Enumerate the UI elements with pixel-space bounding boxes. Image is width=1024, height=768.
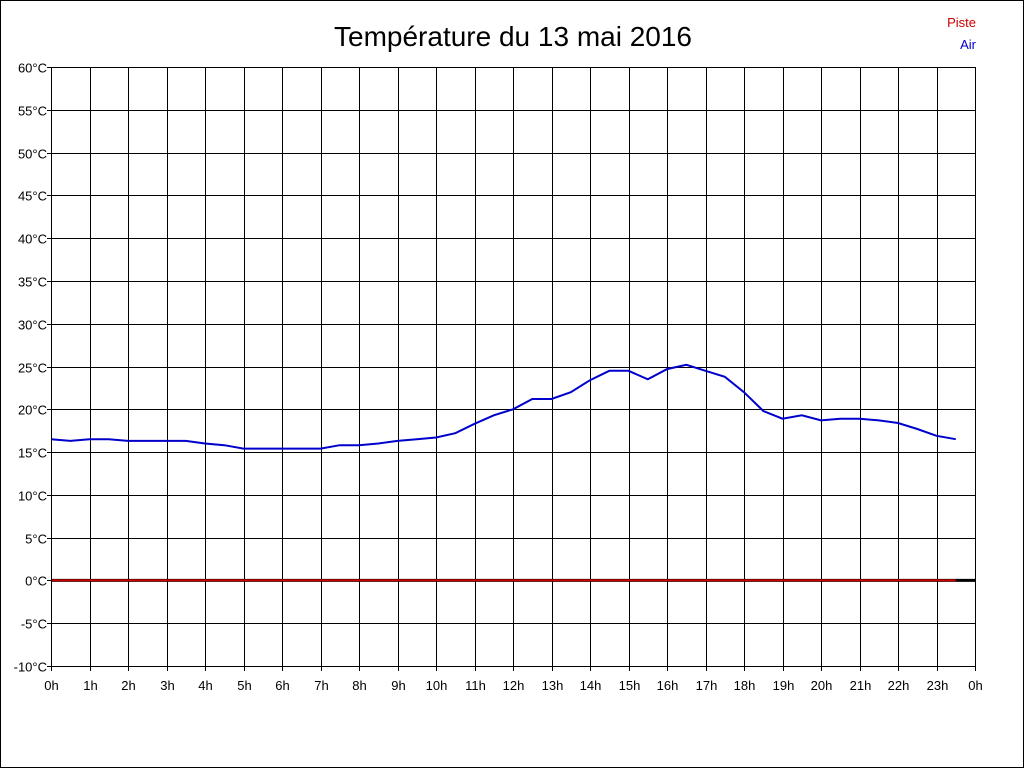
x-tick-label: 5h — [237, 678, 251, 693]
y-tick-label: 10°C — [18, 489, 47, 504]
x-tick-label: 18h — [734, 678, 756, 693]
x-tick-label: 21h — [850, 678, 872, 693]
y-tick-label: 15°C — [18, 446, 47, 461]
x-tick-label: 4h — [198, 678, 212, 693]
x-tick-label: 1h — [83, 678, 97, 693]
grid — [51, 67, 976, 667]
x-tick-label: 19h — [773, 678, 795, 693]
x-tick-label: 6h — [275, 678, 289, 693]
legend-item-piste: Piste — [947, 15, 976, 30]
series-line-air — [50, 363, 956, 450]
x-tick-label: 10h — [426, 678, 448, 693]
x-tick-label: 9h — [391, 678, 405, 693]
y-tick-label: 55°C — [18, 104, 47, 119]
legend: Piste Air — [947, 15, 977, 52]
x-tick-label: 17h — [696, 678, 718, 693]
series-lines — [50, 363, 956, 582]
x-tick-label: 22h — [888, 678, 910, 693]
x-tick-label: 7h — [314, 678, 328, 693]
chart-title: Température du 13 mai 2016 — [334, 21, 692, 52]
x-tick-label: 13h — [542, 678, 564, 693]
y-axis-ticks: 60°C 55°C 50°C 45°C 40°C 35°C 30°C 25°C 20°C 15°C… — [14, 61, 51, 675]
legend-item-air: Air — [960, 37, 977, 52]
y-tick-label: -5°C — [21, 617, 47, 632]
y-tick-label: 5°C — [25, 532, 47, 547]
y-tick-label: 45°C — [18, 189, 47, 204]
y-tick-label: 0°C — [25, 574, 47, 589]
x-tick-label: 20h — [811, 678, 833, 693]
y-tick-label: 40°C — [18, 232, 47, 247]
x-tick-label: 0h — [968, 678, 982, 693]
x-tick-label: 0h — [44, 678, 58, 693]
y-tick-label: 20°C — [18, 403, 47, 418]
x-tick-label: 14h — [580, 678, 602, 693]
x-tick-label: 15h — [619, 678, 641, 693]
x-tick-label: 2h — [121, 678, 135, 693]
x-tick-label: 11h — [465, 678, 486, 693]
x-axis-ticks: 0h 1h 2h 3h 4h 5h 6h 7h 8h 9h 10h 11h 12h 13h 14h 15h 16… — [44, 666, 983, 693]
x-tick-label: 16h — [657, 678, 679, 693]
y-tick-label: 60°C — [18, 61, 47, 76]
y-tick-label: 25°C — [18, 361, 47, 376]
plot-border — [51, 67, 976, 667]
x-tick-label: 12h — [503, 678, 525, 693]
y-tick-label: 35°C — [18, 275, 47, 290]
x-tick-label: 8h — [352, 678, 366, 693]
x-tick-label: 3h — [160, 678, 174, 693]
y-tick-label: 30°C — [18, 318, 47, 333]
y-tick-label: -10°C — [14, 660, 47, 675]
x-tick-label: 23h — [927, 678, 949, 693]
y-tick-label: 50°C — [18, 147, 47, 162]
